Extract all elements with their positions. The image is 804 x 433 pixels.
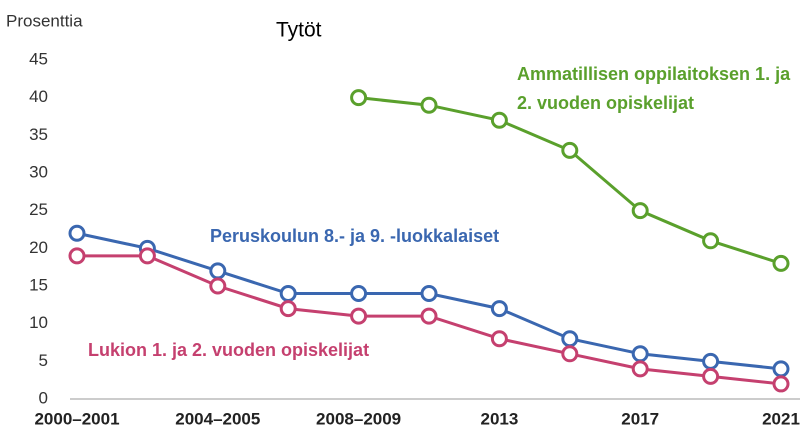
- data-point: [279, 285, 297, 303]
- x-tick-label: 2004–2005: [175, 409, 260, 428]
- y-tick-label: 40: [29, 87, 48, 106]
- data-point: [420, 307, 438, 325]
- data-point: [490, 330, 508, 348]
- series-label: Lukion 1. ja 2. vuoden opiskelijat: [88, 340, 370, 360]
- y-tick-label: 25: [29, 200, 48, 219]
- x-tick-label: 2008–2009: [316, 409, 401, 428]
- y-tick-label: 35: [29, 125, 48, 144]
- y-tick-label: 30: [29, 162, 48, 181]
- data-point: [702, 352, 720, 370]
- y-tick-label: 20: [29, 238, 48, 257]
- data-point: [350, 307, 368, 325]
- x-tick-label: 2000–2001: [34, 409, 119, 428]
- y-tick-label: 0: [39, 388, 48, 407]
- data-point: [561, 141, 579, 159]
- data-point: [279, 300, 297, 318]
- series-label: Ammatillisen oppilaitoksen 1. ja 2. vuod…: [517, 64, 791, 113]
- data-point: [631, 345, 649, 363]
- data-point: [561, 345, 579, 363]
- y-tick-label: 45: [29, 49, 48, 68]
- data-point: [772, 254, 790, 272]
- y-tick-label: 10: [29, 313, 48, 332]
- data-point: [631, 360, 649, 378]
- data-point: [68, 224, 86, 242]
- data-point: [772, 375, 790, 393]
- data-point: [209, 277, 227, 295]
- data-point: [631, 202, 649, 220]
- y-tick-label: 5: [39, 351, 48, 370]
- data-point: [420, 96, 438, 114]
- series-label: Peruskoulun 8.- ja 9. -luokkalaiset: [210, 226, 500, 246]
- data-point: [561, 330, 579, 348]
- data-point: [138, 247, 156, 265]
- data-point: [772, 360, 790, 378]
- data-point: [490, 111, 508, 129]
- data-point: [420, 285, 438, 303]
- data-point: [350, 89, 368, 107]
- data-point: [702, 367, 720, 385]
- data-point: [68, 247, 86, 265]
- y-axis-label: Prosenttia: [6, 11, 83, 30]
- x-tick-label: 2021: [762, 409, 800, 428]
- data-point: [209, 262, 227, 280]
- data-point: [350, 285, 368, 303]
- data-point: [702, 232, 720, 250]
- x-tick-label: 2013: [480, 409, 518, 428]
- chart-title: Tytöt: [276, 19, 322, 42]
- x-tick-label: 2017: [621, 409, 659, 428]
- data-point: [490, 300, 508, 318]
- y-tick-label: 15: [29, 275, 48, 294]
